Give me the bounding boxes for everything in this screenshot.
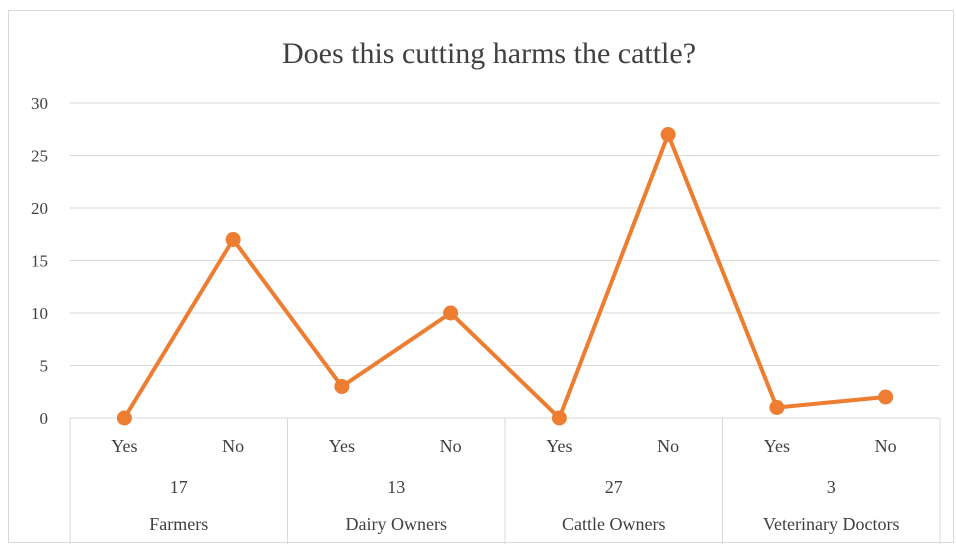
data-point xyxy=(878,389,894,405)
x-category-label: Yes xyxy=(329,436,355,456)
group-count-label: 17 xyxy=(170,477,188,497)
y-tick-label: 15 xyxy=(31,252,48,271)
group-label: Farmers xyxy=(149,514,208,534)
series-line xyxy=(116,127,894,426)
chart-title: Does this cutting harms the cattle? xyxy=(282,37,696,70)
y-tick-label: 20 xyxy=(31,199,48,218)
data-point xyxy=(334,379,350,394)
group-label: Cattle Owners xyxy=(562,514,665,534)
group-count-label: 27 xyxy=(605,477,623,497)
data-point xyxy=(443,305,459,321)
data-point xyxy=(116,410,132,426)
x-category-label: No xyxy=(657,436,679,456)
data-point xyxy=(551,410,567,426)
x-category-label: Yes xyxy=(546,436,572,456)
data-point xyxy=(225,232,241,247)
y-tick-label: 0 xyxy=(40,409,49,428)
data-point xyxy=(660,127,676,142)
x-category-label: No xyxy=(440,436,462,456)
group-label: Dairy Owners xyxy=(346,514,447,534)
series-path xyxy=(122,132,886,420)
x-axis-category-table: Yes No 17 Farmers Yes No 13 Dairy Owners Yes No 27… xyxy=(69,418,941,544)
y-tick-label: 25 xyxy=(31,147,48,166)
y-tick-label: 30 xyxy=(31,94,48,113)
y-axis-ticks: 0 5 10 15 20 25 30 xyxy=(31,94,48,428)
x-category-label: Yes xyxy=(111,436,137,456)
group-count-label: 13 xyxy=(387,477,405,497)
x-category-label: No xyxy=(222,436,244,456)
y-tick-label: 5 xyxy=(40,357,49,376)
data-point xyxy=(769,400,785,415)
x-category-label: No xyxy=(875,436,897,456)
x-category-label: Yes xyxy=(764,436,790,456)
group-count-label: 3 xyxy=(827,477,836,497)
gridlines xyxy=(70,102,940,419)
group-label: Veterinary Doctors xyxy=(763,514,899,534)
y-tick-label: 10 xyxy=(31,304,48,323)
chart-frame xyxy=(8,10,954,543)
